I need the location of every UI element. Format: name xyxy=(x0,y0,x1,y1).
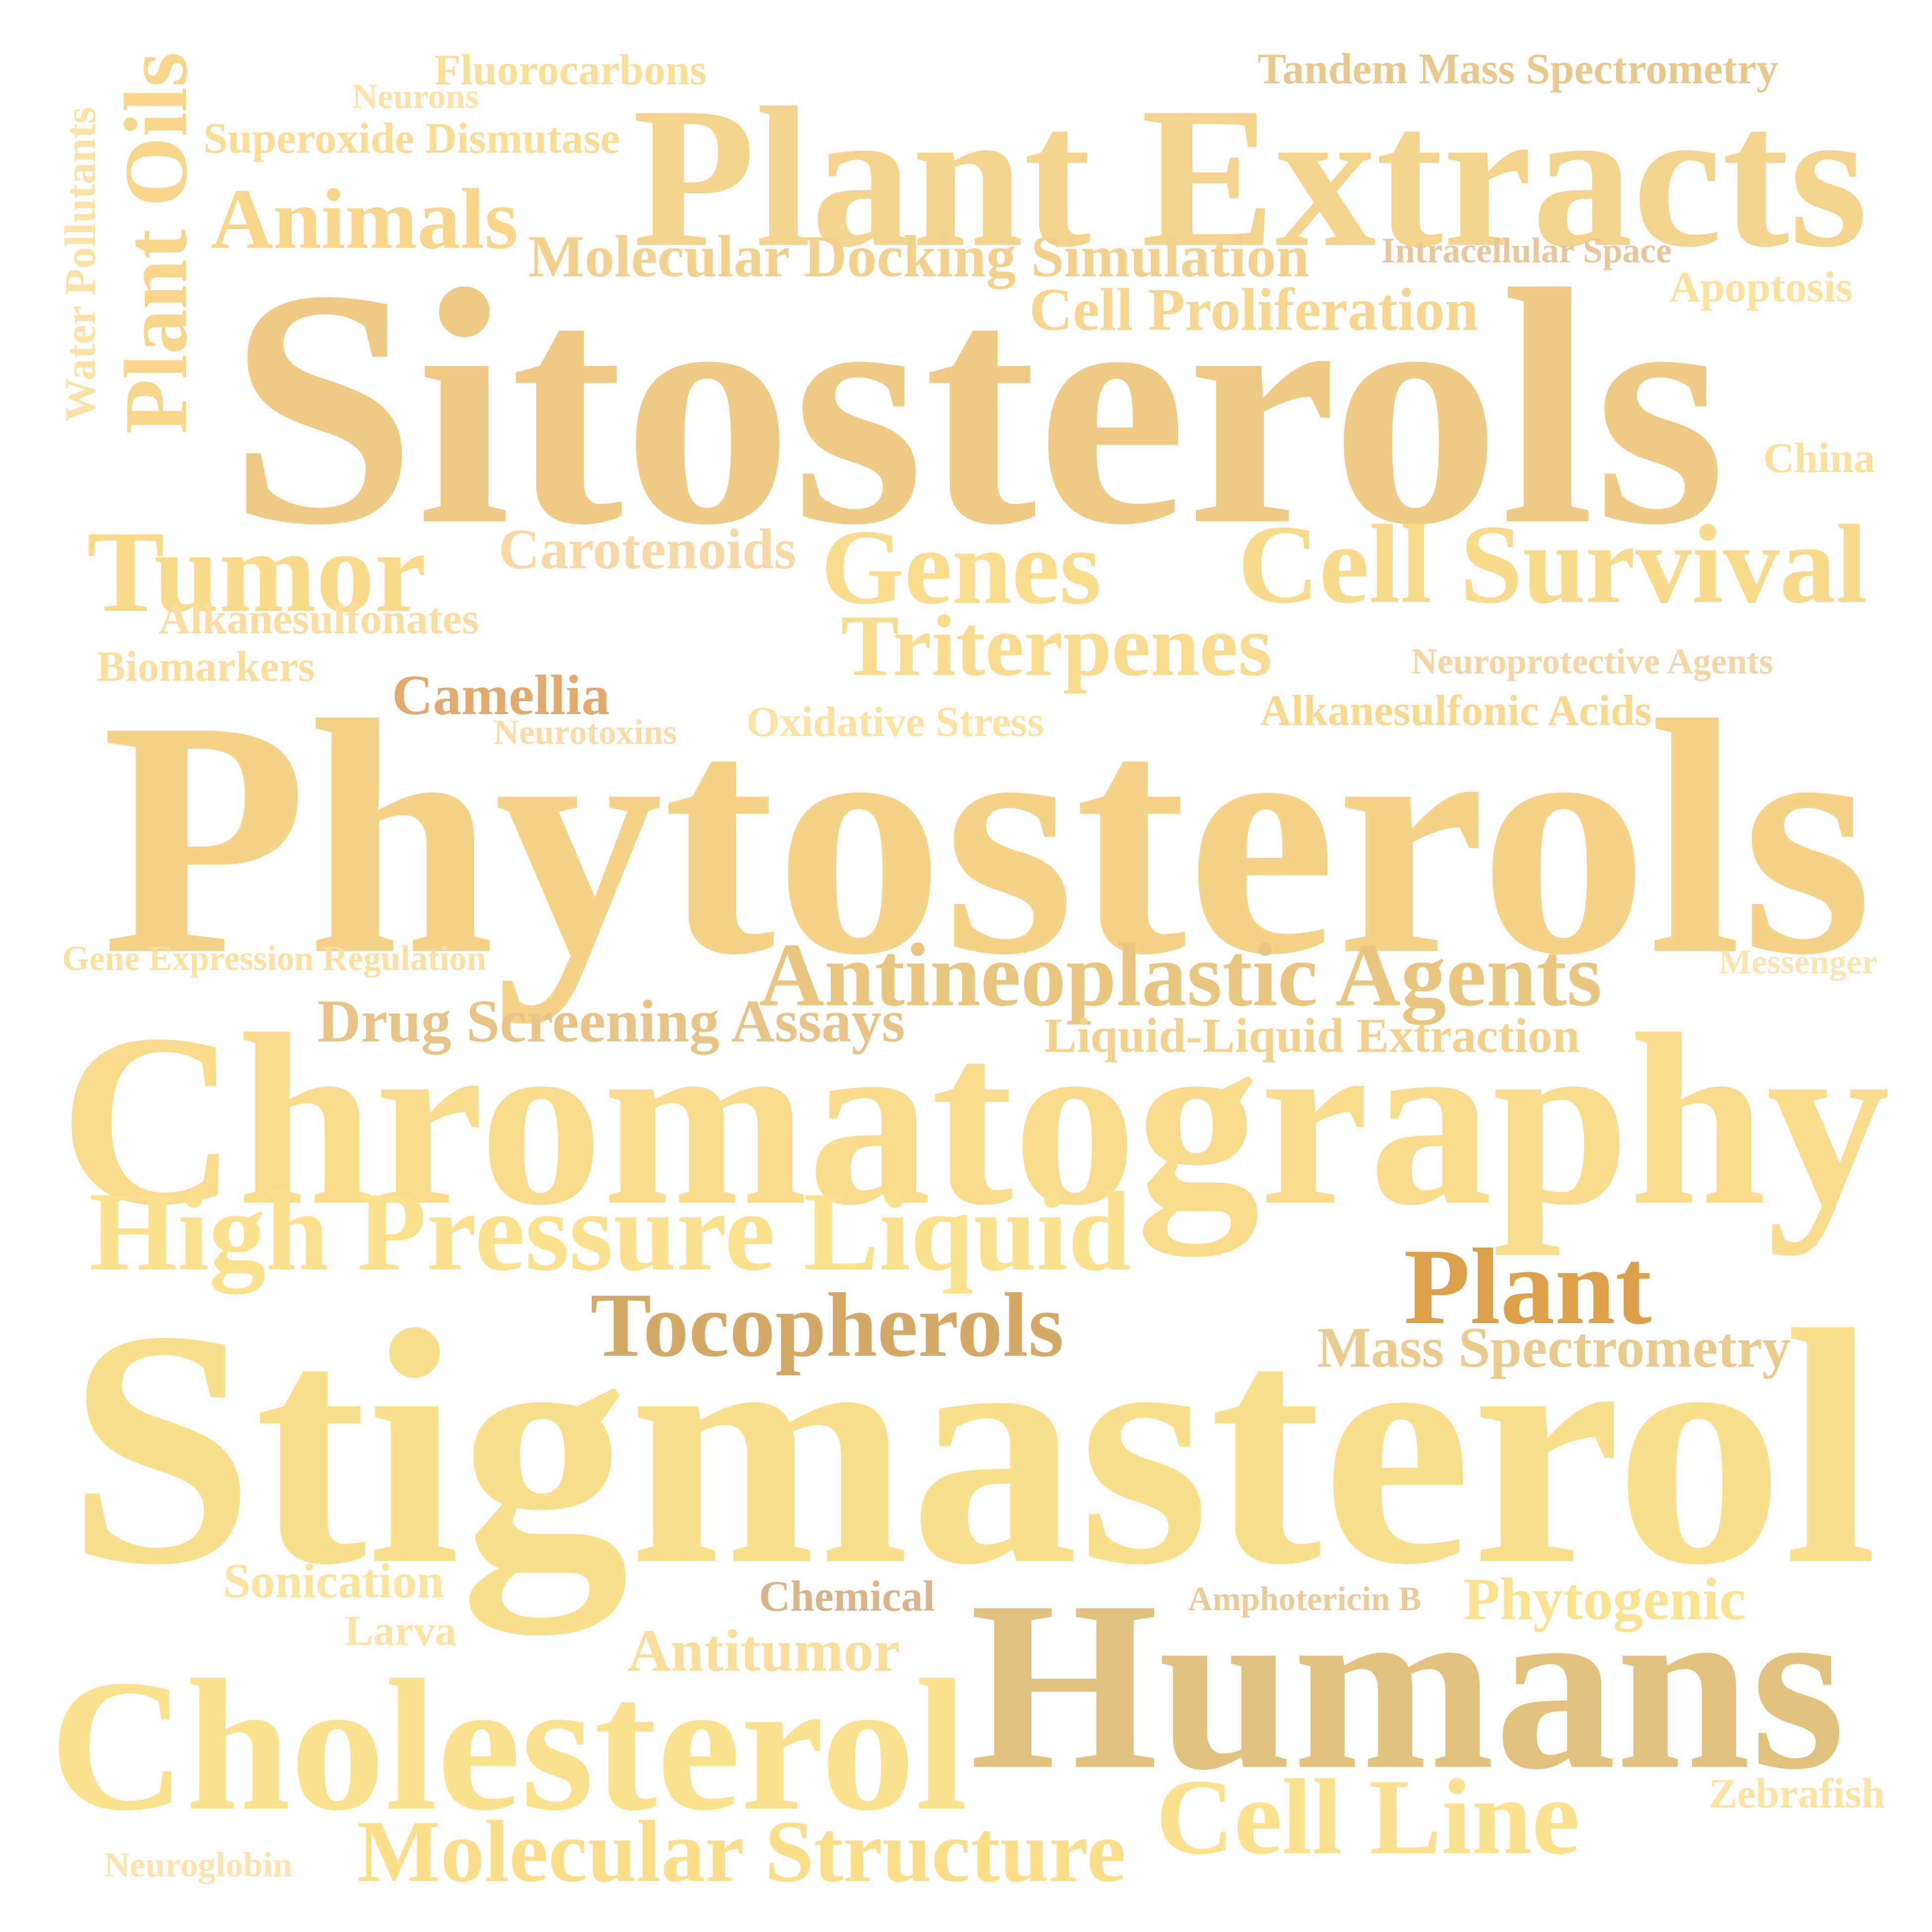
word-amphotericin: Amphotericin B xyxy=(1188,1580,1422,1618)
word-sitosterols: Sitosterols xyxy=(228,220,1726,595)
word-high-pressure-liquid: High Pressure Liquid xyxy=(89,1169,1131,1294)
word-mass-spectrometry: Mass Spectrometry xyxy=(1317,1316,1791,1379)
word-camellia: Camellia xyxy=(392,664,610,726)
word-chromatography: Chromatography xyxy=(60,983,1890,1256)
word-plant-extracts: Plant Extracts xyxy=(632,65,1868,289)
word-molecular-structure: Molecular Structure xyxy=(357,1803,1126,1900)
word-plant-oils: Plant Oils xyxy=(107,52,206,434)
word-antineoplastic-agents: Antineoplastic Agents xyxy=(759,924,1602,1025)
word-triterpenes: Triterpenes xyxy=(841,598,1272,694)
word-intracellular-space: Intracellular Space xyxy=(1381,231,1672,270)
word-tumor: Tumor xyxy=(87,507,427,636)
word-neuroprotective: Neuroprotective Agents xyxy=(1411,641,1773,681)
word-humans: Humans xyxy=(970,1551,1845,1819)
word-phytosterols: Phytosterols xyxy=(102,651,1873,1024)
word-animals: Animals xyxy=(211,171,518,267)
word-zebrafish: Zebrafish xyxy=(1709,1770,1885,1817)
word-fluorocarbons: Fluorocarbons xyxy=(434,46,707,94)
word-neurotoxins: Neurotoxins xyxy=(494,713,677,752)
word-genes: Genes xyxy=(821,507,1102,626)
word-oxidative-stress: Oxidative Stress xyxy=(747,698,1044,745)
word-china: China xyxy=(1763,434,1875,482)
word-stigmasterol: Stigmasterol xyxy=(67,1261,1877,1634)
word-chemical: Chemical xyxy=(759,1572,935,1620)
word-cell-proliferation: Cell Proliferation xyxy=(1029,277,1479,343)
word-carotenoids: Carotenoids xyxy=(499,517,797,581)
word-drug-screening: Drug Screening Assays xyxy=(317,988,905,1055)
word-neuroglobin: Neuroglobin xyxy=(104,1845,293,1884)
word-liquid-liquid: Liquid-Liquid Extraction xyxy=(1044,1009,1580,1063)
word-apoptosis: Apoptosis xyxy=(1669,263,1853,311)
word-gene-expression: Gene Expression Regulation xyxy=(62,939,487,978)
word-plant: Plant xyxy=(1404,1226,1652,1347)
word-messenger: Messenger xyxy=(1719,943,1877,981)
word-antitumor: Antitumor xyxy=(627,1618,900,1684)
word-alkanesulfonates: Alkanesulfonates xyxy=(159,595,479,643)
word-water-pollutants: Water Pollutants xyxy=(56,107,104,422)
word-cholesterol: Cholesterol xyxy=(50,1641,968,1850)
word-alkanesulfonic-acids: Alkanesulfonic Acids xyxy=(1260,687,1652,735)
word-biomarkers: Biomarkers xyxy=(97,642,315,690)
word-cell-survival: Cell Survival xyxy=(1238,502,1868,627)
word-tocopherols: Tocopherols xyxy=(590,1274,1064,1376)
word-tandem-ms: Tandem Mass Spectrometry xyxy=(1257,45,1778,93)
word-superoxide-dismutase: Superoxide Dismutase xyxy=(203,114,620,163)
word-molecular-docking: Molecular Docking Simulation xyxy=(528,224,1309,290)
word-larva: Larva xyxy=(345,1607,456,1654)
word-neurons: Neurons xyxy=(352,77,479,116)
word-phytogenic: Phytogenic xyxy=(1463,1566,1746,1632)
word-sonication: Sonication xyxy=(223,1554,444,1608)
word-cell-line: Cell Line xyxy=(1156,1757,1580,1877)
